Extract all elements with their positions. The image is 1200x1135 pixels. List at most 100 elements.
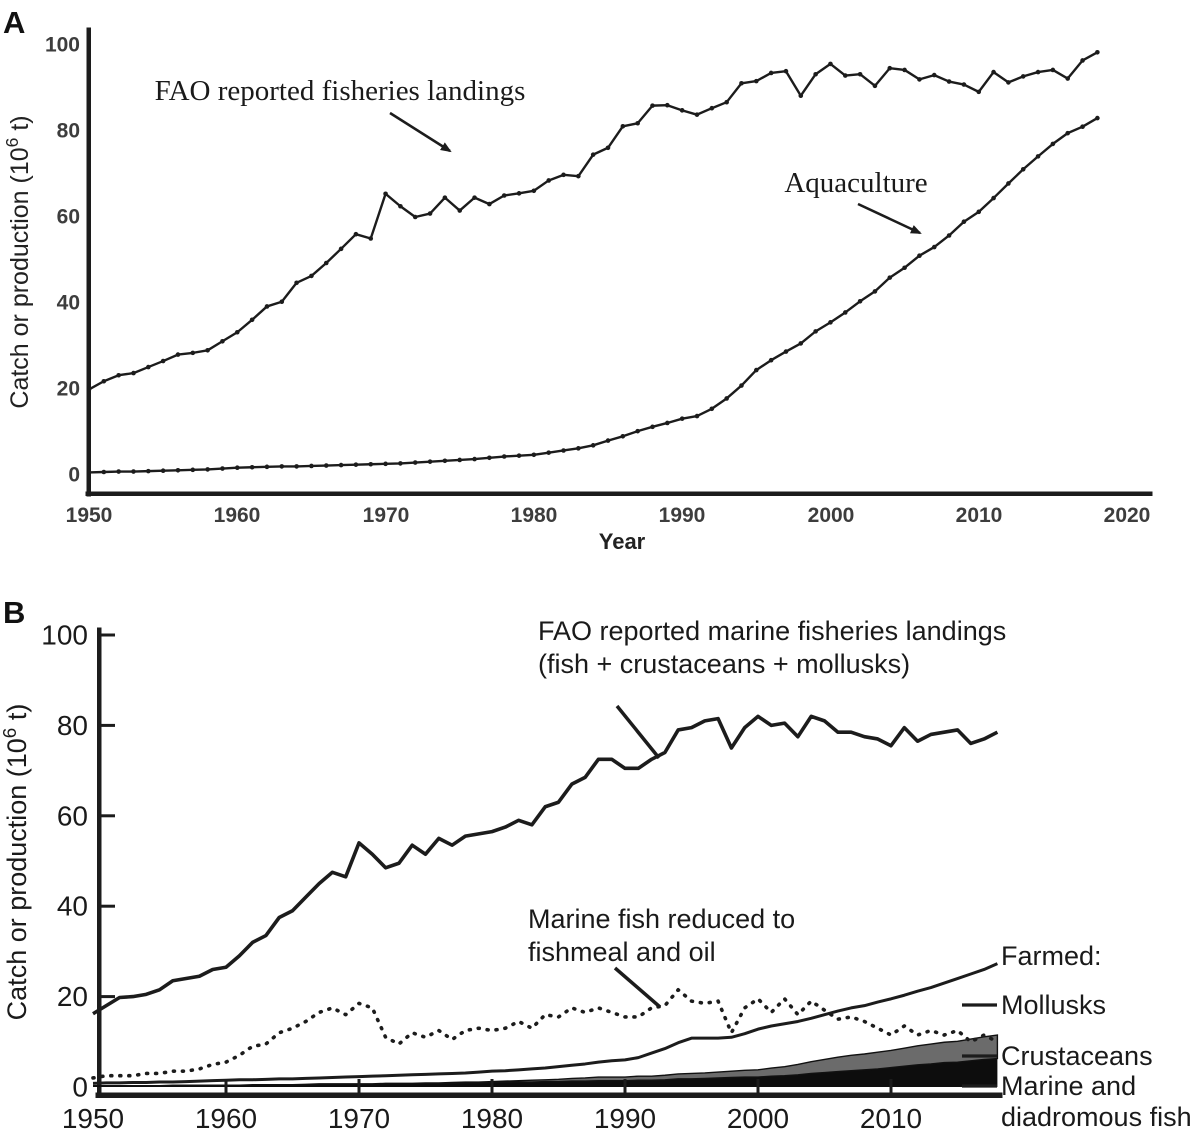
panel-a-series-point	[457, 208, 463, 213]
panel-a-series-point	[309, 463, 314, 469]
panel-a-landings-arrow	[389, 111, 452, 153]
panel-a-series-point	[442, 458, 448, 464]
panel-a-series-point	[813, 71, 818, 77]
panel-a-ylabel-main: Catch or production (10	[6, 147, 34, 408]
panel-b-y-tick: 80	[57, 710, 88, 741]
panel-a-series-point	[620, 434, 626, 439]
panel-a-series-point	[160, 358, 166, 364]
panel-b-ylabel-sup: 6	[0, 728, 21, 739]
panel-a-series-point	[353, 231, 359, 237]
panel-a-series-point	[427, 211, 433, 216]
panel-a-y-tick: 80	[57, 120, 80, 143]
panel-a-series-point	[665, 102, 670, 108]
panel-b-x-tick: 1960	[195, 1103, 257, 1134]
panel-a-series-point	[398, 203, 403, 209]
panel-b-x-tick: 2010	[860, 1103, 922, 1134]
panel-a-letter: A	[3, 5, 25, 40]
panel-a-series-point	[383, 461, 388, 467]
panel-a-series-point	[220, 338, 225, 344]
panel-a-series-point	[1035, 69, 1041, 75]
panel-a-aquaculture-arrow	[857, 202, 922, 235]
panel-b-landings-annotation-line2: (fish + crustaceans + mollusks)	[538, 649, 910, 679]
panel-a-series-point	[116, 469, 121, 474]
panel-a-x-tick: 1980	[511, 504, 558, 527]
panel-a-series-point	[828, 320, 833, 325]
panel-a-series-point	[561, 172, 566, 178]
panel-a-series-point	[412, 214, 418, 220]
panel-a-series-point	[590, 152, 596, 157]
panel-a-series-point	[442, 195, 448, 200]
panel-b-fishmeal-annotation-line2: fishmeal and oil	[528, 937, 716, 967]
panel-a-series-point	[887, 65, 893, 71]
panel-a-series-point	[694, 112, 700, 117]
panel-a-series-point	[724, 99, 729, 105]
panel-a-series-point	[279, 299, 285, 305]
panel-a-series-point	[472, 195, 477, 200]
panel-a-series-point	[887, 275, 893, 280]
panel-a-series-point	[739, 80, 744, 86]
panel-a-series-point	[739, 383, 744, 388]
panel-b-area-crustaceans	[93, 1034, 999, 1087]
panel-a-series-point	[1095, 50, 1100, 55]
panel-a-series-point	[487, 201, 492, 207]
panel-b-y-tick: 40	[57, 891, 88, 922]
panel-a-series-point	[976, 209, 982, 215]
panel-a-series-point	[546, 178, 551, 183]
panel-a-series-point	[264, 304, 270, 309]
panel-a-series-point	[828, 61, 833, 67]
panel-b-x-tick: 1980	[461, 1103, 523, 1134]
panel-a-series-point	[338, 246, 344, 252]
panel-a-series-point	[323, 260, 329, 266]
panel-a-series-point	[635, 428, 640, 434]
panel-a-series-point	[931, 244, 937, 250]
panel-a-series-point	[101, 469, 107, 475]
panel-a-series-point	[398, 461, 403, 466]
panel-b-line-fishmeal-dotted	[91, 988, 1000, 1080]
panel-a-series-point	[931, 72, 937, 78]
panel-a-x-tick: 2000	[808, 504, 855, 527]
panel-a-series-point	[857, 71, 863, 77]
panel-a-series-point	[694, 413, 700, 419]
panel-a-series-point	[1020, 166, 1026, 172]
panel-b-ylabel-main: Catch or production (10	[2, 738, 32, 1020]
panel-a-series-point	[917, 77, 922, 82]
panel-a-series-point	[160, 468, 166, 474]
panel-a-y-tick: 20	[57, 378, 80, 401]
panel-a-x-axis	[85, 491, 1153, 496]
panel-a-series-point	[561, 448, 566, 453]
panel-a-series-point	[709, 406, 715, 412]
panel-a-series-point	[872, 289, 878, 294]
panel-a-series-point	[665, 420, 670, 426]
panel-a-series-point	[175, 467, 181, 473]
panel-a-series-point	[1095, 115, 1100, 121]
panel-a-series-point	[146, 364, 151, 370]
panel-b-landings-leader-line	[615, 704, 661, 760]
panel-a-series-point	[531, 452, 537, 458]
panel-a-series-point	[86, 387, 92, 392]
panel-a-series-point	[576, 173, 581, 179]
panel-b-x-tick: 1990	[594, 1103, 656, 1134]
panel-b-ylabel-unit: t)	[2, 704, 32, 728]
panel-a-series-point	[1035, 154, 1041, 159]
panel-a-series-point	[234, 329, 240, 335]
panel-a-series-point	[1050, 141, 1056, 147]
panel-a-series-point	[1080, 58, 1085, 63]
panel-b-y-tickmarks	[101, 633, 115, 999]
panel-a-y-tick: 0	[68, 464, 80, 487]
panel-a-series-point	[783, 68, 789, 74]
panel-a-series-point	[516, 453, 522, 458]
panel-a-series-point	[249, 317, 255, 323]
panel-a-y-tick: 100	[45, 34, 80, 57]
panel-a-series-point	[768, 70, 774, 76]
panel-a-series-point	[264, 464, 270, 470]
panel-a-series-point	[309, 273, 314, 279]
panel-a-series-point	[487, 455, 492, 461]
panel-a-series-point	[249, 464, 255, 470]
panel-a-y-tick: 60	[57, 206, 80, 229]
panel-a-aquaculture-annotation: Aquaculture	[784, 167, 927, 199]
panel-a-series-point	[768, 357, 774, 363]
panel-a-series-point	[1065, 76, 1071, 81]
panel-a-series-point	[220, 466, 225, 471]
panel-b-y-tick: 100	[41, 620, 88, 651]
